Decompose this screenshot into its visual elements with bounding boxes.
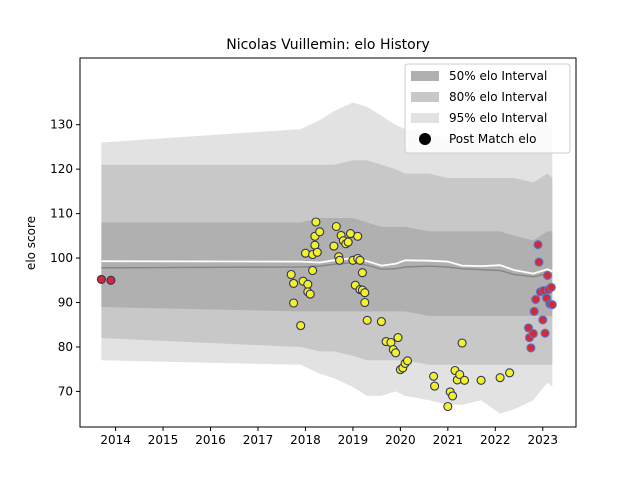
legend-swatch (411, 92, 439, 102)
legend-label: Post Match elo (449, 132, 536, 146)
y-tick-label: 70 (58, 384, 73, 398)
legend-label: 95% elo Interval (449, 111, 547, 125)
data-point (335, 255, 345, 265)
x-tick-label: 2017 (243, 433, 274, 447)
data-point (391, 348, 401, 358)
legend-swatch (411, 71, 439, 81)
data-point (96, 274, 106, 284)
data-point (533, 240, 543, 250)
chart-title: Nicolas Vuillemin: elo History (226, 37, 430, 53)
data-point (296, 321, 306, 331)
data-point (457, 338, 467, 348)
data-point (402, 356, 413, 366)
legend: 50% elo Interval 80% elo Interval 95% elo … (404, 63, 571, 154)
data-point (331, 221, 341, 232)
data-point (353, 231, 363, 241)
data-point (429, 371, 439, 381)
x-tick-label: 2020 (385, 433, 416, 447)
plot-frame (79, 57, 577, 428)
legend-box (404, 63, 571, 154)
data-point (286, 269, 296, 280)
post-match-points (96, 217, 557, 412)
y-tick-label: 110 (50, 207, 73, 221)
data-point (303, 279, 313, 289)
y-tick-label: 130 (50, 118, 73, 132)
data-point (312, 247, 322, 257)
data-point (362, 315, 372, 325)
data-point (546, 282, 556, 292)
data-point (106, 275, 116, 285)
x-tick-label: 2021 (433, 433, 464, 447)
data-point (443, 401, 453, 412)
data-point (305, 289, 315, 299)
data-point (430, 381, 440, 391)
mean-line (101, 257, 553, 275)
data-point (529, 306, 539, 316)
data-point (495, 373, 505, 383)
x-tick-label: 2019 (338, 433, 369, 447)
x-tick-label: 2022 (480, 433, 511, 447)
data-point (393, 333, 403, 343)
data-point (376, 317, 386, 327)
x-tick-label: 2014 (100, 433, 131, 447)
band-50 (101, 218, 553, 316)
data-point (308, 265, 318, 276)
median-line (101, 261, 553, 278)
data-point (476, 375, 486, 385)
data-point (289, 278, 299, 288)
data-point (538, 315, 548, 325)
x-tick-label: 2018 (290, 433, 321, 447)
data-point (289, 298, 299, 308)
data-point (343, 237, 353, 247)
data-point (542, 270, 553, 280)
x-axis: 2014 2015 2016 2017 2018 2019 2020 2021 2022 2023 (100, 427, 558, 447)
data-point (505, 368, 515, 378)
data-point (540, 328, 550, 338)
y-tick-label: 100 (50, 251, 73, 265)
data-point (523, 323, 534, 333)
data-point (329, 241, 339, 251)
data-point (360, 288, 370, 298)
x-tick-label: 2023 (528, 433, 559, 447)
data-point (355, 255, 365, 265)
y-tick-label: 120 (50, 162, 73, 176)
data-point (531, 294, 541, 304)
data-point (357, 268, 367, 278)
data-point (547, 300, 557, 310)
legend-label: 80% elo Interval (449, 90, 547, 104)
legend-marker (419, 133, 431, 145)
data-point (459, 375, 470, 385)
data-point (448, 391, 458, 401)
y-axis: 70 80 90 100 110 120 130 (50, 118, 80, 398)
data-point (526, 343, 536, 353)
legend-label: 50% elo Interval (449, 69, 547, 83)
data-point (315, 227, 325, 237)
data-point (528, 329, 538, 339)
interval-bands (101, 102, 553, 414)
data-point (311, 217, 321, 227)
y-tick-label: 90 (58, 296, 73, 310)
data-point (360, 297, 370, 308)
x-tick-label: 2015 (148, 433, 179, 447)
y-axis-label: elo score (24, 216, 38, 270)
x-tick-label: 2016 (195, 433, 226, 447)
legend-swatch (411, 113, 439, 123)
plot-area: 2014 2015 2016 2017 2018 2019 2020 2021 2022 2023… (50, 57, 577, 447)
data-point (534, 257, 544, 267)
y-tick-label: 80 (58, 340, 73, 354)
data-point (455, 369, 465, 380)
